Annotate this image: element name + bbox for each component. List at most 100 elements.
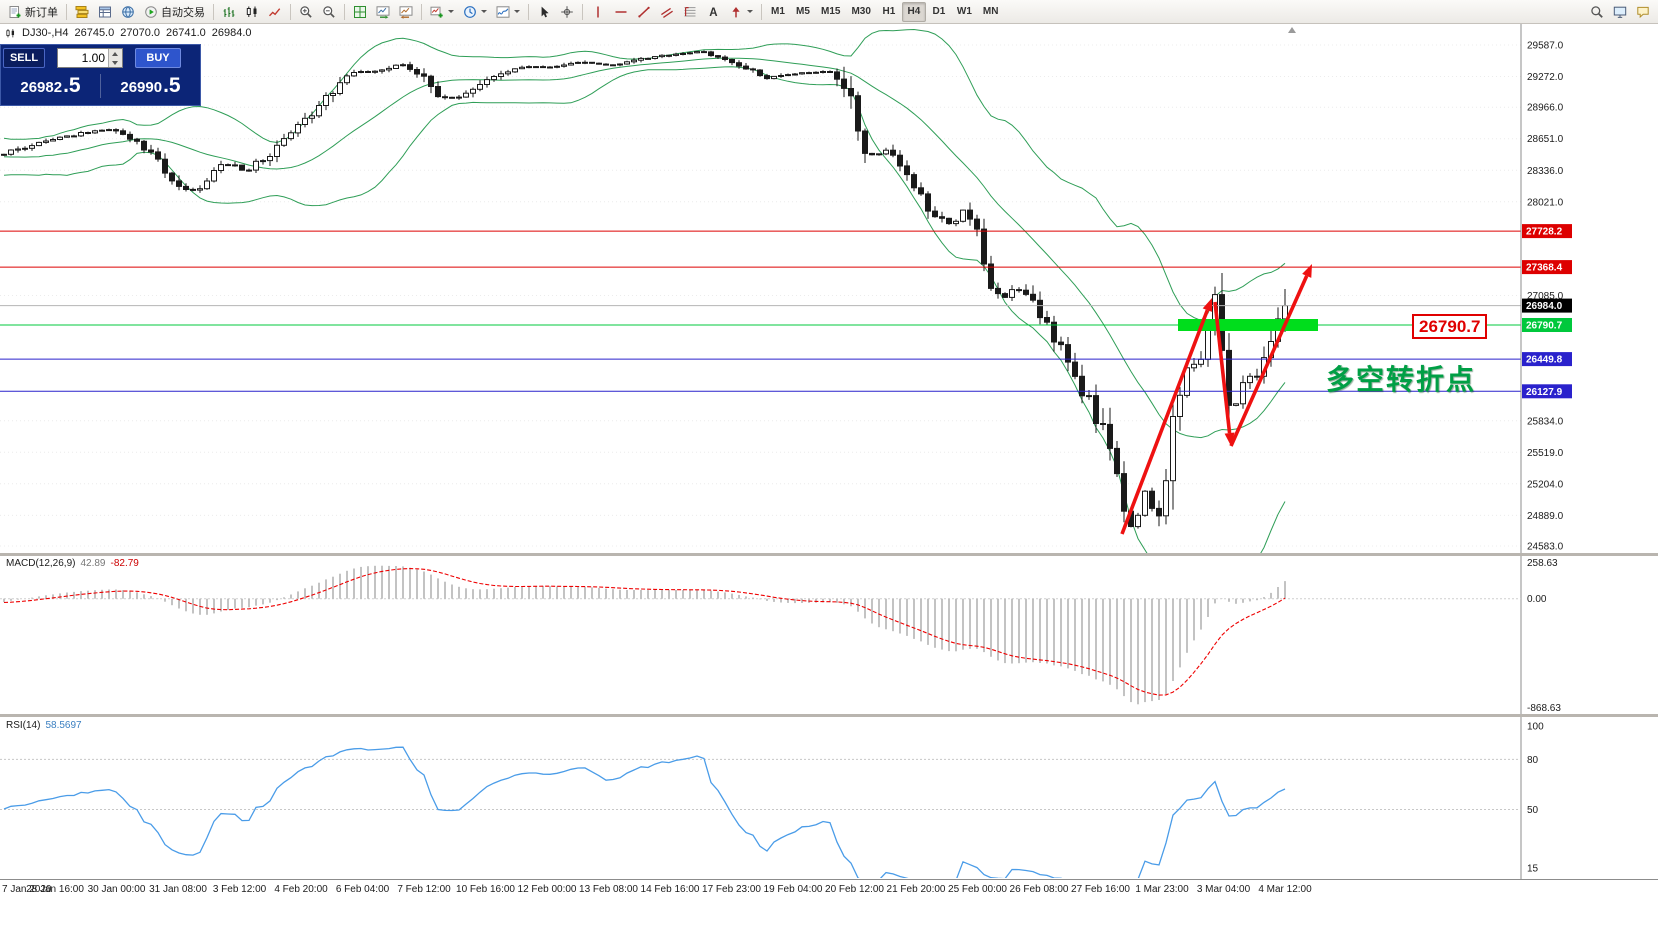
arrow-icon: [732, 6, 740, 17]
price-axis-label: 28336.0: [1527, 166, 1564, 177]
new-order-button-label: 新订单: [25, 6, 58, 19]
crosshair-button[interactable]: [556, 2, 578, 22]
one-click-controls: SELL BUY: [1, 45, 200, 69]
arrows-button[interactable]: [725, 2, 757, 22]
volume-decrease-button[interactable]: [109, 58, 122, 67]
toolbar: 新订单 自动交易 A M1 M5 M15 M30 H1 H4 D1 W1 MN: [0, 0, 1658, 24]
price-axis-label: 28966.0: [1527, 103, 1564, 114]
macd-indicator-label: MACD(12,26,9) 42.89 -82.79: [6, 558, 139, 569]
trend-arrow[interactable]: [1120, 298, 1213, 535]
timeframe-h4-button[interactable]: H4: [901, 1, 926, 22]
sell-price-frac: .5: [63, 74, 81, 97]
fibonacci-button[interactable]: [679, 2, 701, 22]
volume-input[interactable]: [58, 49, 108, 67]
auto-scroll-button[interactable]: [372, 2, 394, 22]
price-axis-label: 25519.0: [1527, 448, 1564, 459]
dropdown-caret-icon: [747, 10, 753, 13]
buy-price-frac: .5: [163, 74, 181, 97]
new-chart-button[interactable]: [426, 2, 458, 22]
pane-separator[interactable]: [0, 553, 1658, 556]
svg-text:27368.4: 27368.4: [1526, 263, 1563, 274]
buy-price[interactable]: 26990.5: [101, 74, 200, 98]
price-tag-label: 26790.7: [1412, 314, 1488, 339]
bar-chart-icon: [223, 6, 235, 17]
svg-text:26449.8: 26449.8: [1526, 355, 1563, 366]
sell-button[interactable]: SELL: [3, 48, 45, 68]
equidistant-channel-button[interactable]: [656, 2, 678, 22]
new-order-button[interactable]: 新订单: [4, 2, 62, 22]
zoom-out-button[interactable]: [318, 2, 340, 22]
rsi-value: 58.5697: [45, 720, 82, 731]
dropdown-caret-icon: [481, 10, 487, 13]
chart-shift-button[interactable]: [395, 2, 417, 22]
horizontal-line-objects: [0, 230, 1521, 392]
trend-arrow[interactable]: [1213, 301, 1235, 446]
timeframe-mn-button[interactable]: MN: [978, 2, 1004, 22]
time-axis-label: 7 Feb 12:00: [397, 884, 451, 895]
sell-price-main: 26982: [20, 79, 63, 96]
macd-pane: [0, 565, 1521, 705]
svg-text:26790.7: 26790.7: [1526, 320, 1563, 331]
svg-text:26127.9: 26127.9: [1526, 387, 1563, 398]
toolbar-separator: [290, 3, 291, 20]
volume-field: [57, 48, 123, 68]
price-axis: 29587.0 29272.0 28966.0 28651.0 28336.0 28021…: [1520, 24, 1572, 879]
time-axis-label: 10 Feb 16:00: [456, 884, 515, 895]
price-axis-label: 28651.0: [1527, 134, 1564, 145]
timeframe-m1-button[interactable]: M1: [766, 2, 790, 22]
sell-price[interactable]: 26982.5: [1, 74, 100, 98]
candlestick-chart-button[interactable]: [241, 2, 263, 22]
buy-price-main: 26990: [120, 79, 163, 96]
text-label-button[interactable]: A: [702, 2, 724, 22]
chat-button[interactable]: [1632, 2, 1654, 22]
time-axis-label: 30 Jan 00:00: [87, 884, 146, 895]
hline-icon: [615, 10, 627, 13]
bar-chart-button[interactable]: [218, 2, 240, 22]
time-axis-label: 13 Feb 08:00: [579, 884, 638, 895]
time-axis-label: 7 Jan 2020: [2, 884, 52, 895]
rsi-name: RSI(14): [6, 720, 41, 731]
chart-shift-marker-icon[interactable]: [1288, 27, 1296, 33]
workspace-button[interactable]: [1609, 2, 1631, 22]
navigator-button[interactable]: [117, 2, 139, 22]
pane-separator[interactable]: [0, 714, 1658, 717]
bollinger-upper-band: [3, 28, 1286, 322]
search-button[interactable]: [1586, 2, 1608, 22]
periods-button[interactable]: [459, 2, 491, 22]
time-axis-label: 27 Feb 16:00: [1071, 884, 1130, 895]
price-axis-label: 25204.0: [1527, 479, 1564, 490]
tile-windows-button[interactable]: [349, 2, 371, 22]
cursor-button[interactable]: [533, 2, 555, 22]
one-click-trading-panel: SELL BUY 26982.5 26990.5: [0, 44, 201, 106]
toolbar-separator: [66, 3, 67, 20]
timeframe-h1-button[interactable]: H1: [877, 2, 901, 22]
data-window-button[interactable]: [94, 2, 116, 22]
price-line-label: 26790.7: [1522, 318, 1572, 332]
market-watch-button[interactable]: [71, 2, 93, 22]
zoom-in-button[interactable]: [295, 2, 317, 22]
vertical-line-button[interactable]: [587, 2, 609, 22]
indicators-button[interactable]: [492, 2, 524, 22]
line-chart-button[interactable]: [264, 2, 286, 22]
trendline-button[interactable]: [633, 2, 655, 22]
price-gridlines: [0, 44, 1521, 547]
timeframe-w1-button[interactable]: W1: [952, 2, 977, 22]
navigator-icon: [122, 5, 134, 18]
timeframe-m15-button[interactable]: M15: [816, 2, 845, 22]
time-axis: 7 Jan 2020 28 Jan 16:00 30 Jan 00:00 31 Jan…: [0, 880, 1658, 946]
time-axis-label: 28 Jan 16:00: [26, 884, 84, 895]
horizontal-line-button[interactable]: [610, 2, 632, 22]
new-order-icon: [9, 5, 21, 18]
autotrading-button[interactable]: 自动交易: [140, 2, 209, 22]
timeframe-d1-button[interactable]: D1: [927, 2, 951, 22]
timeframe-m30-button[interactable]: M30: [846, 2, 875, 22]
price-line-label: 27728.2: [1522, 224, 1572, 239]
trend-arrow[interactable]: [1229, 264, 1312, 447]
bollinger-middle-band: [3, 57, 1286, 439]
timeframe-m5-button[interactable]: M5: [791, 2, 815, 22]
volume-increase-button[interactable]: [109, 49, 122, 58]
toolbar-separator: [344, 3, 345, 20]
buy-button[interactable]: BUY: [135, 48, 181, 68]
price-line-label: 27368.4: [1522, 260, 1572, 275]
